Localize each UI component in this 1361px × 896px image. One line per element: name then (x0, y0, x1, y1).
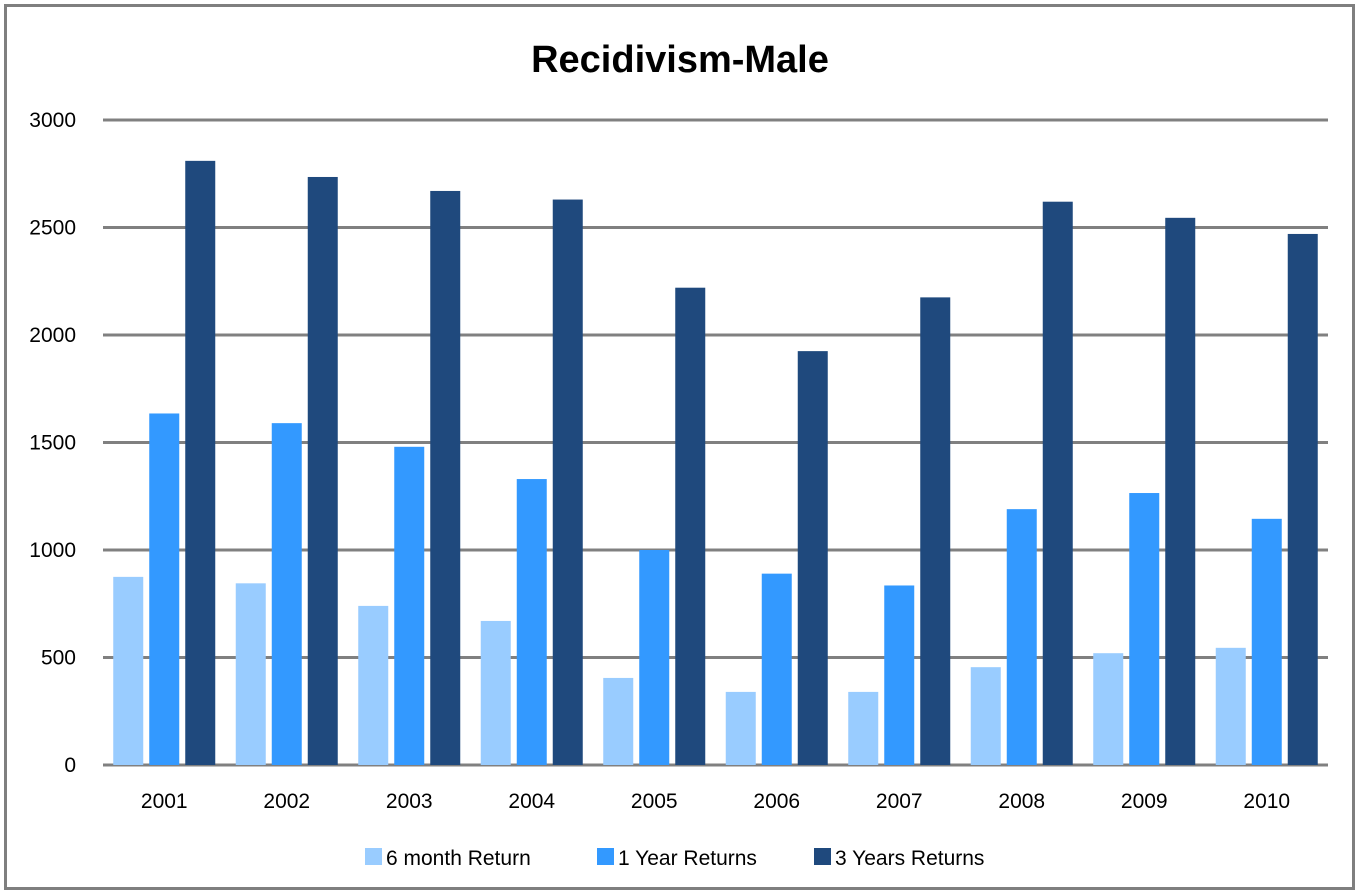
bar (639, 550, 670, 765)
bar (516, 479, 547, 765)
bar (1129, 493, 1160, 765)
bar (761, 573, 792, 765)
bar (1165, 217, 1196, 765)
y-tick-label: 3000 (29, 109, 76, 132)
y-tick-label: 2000 (29, 324, 76, 347)
bar (848, 691, 879, 765)
chart-title: Recidivism-Male (531, 39, 829, 81)
y-tick-label: 0 (64, 754, 76, 777)
x-tick-label: 2006 (753, 790, 800, 813)
x-tick-label: 2007 (876, 790, 923, 813)
bar (1006, 509, 1037, 765)
y-tick-label: 2500 (29, 217, 76, 240)
legend-swatch (597, 848, 614, 865)
y-tick-label: 500 (41, 647, 76, 670)
bar (185, 160, 216, 766)
bar (1251, 518, 1282, 765)
x-tick-label: 2008 (998, 790, 1045, 813)
y-tick-label: 1000 (29, 539, 76, 562)
x-tick-label: 2010 (1243, 790, 1290, 813)
bar (920, 297, 951, 765)
bar (1287, 233, 1318, 765)
gridlines (103, 118, 1328, 767)
legend-swatch (814, 848, 831, 865)
bar (970, 667, 1001, 765)
legend-label: 3 Years Returns (835, 847, 984, 870)
bars (113, 160, 1318, 766)
x-tick-label: 2002 (263, 790, 310, 813)
bar (1042, 201, 1073, 765)
x-tick-label: 2004 (508, 790, 555, 813)
legend-swatch (365, 848, 382, 865)
bar (235, 583, 266, 765)
bar (1215, 647, 1246, 765)
bar (884, 585, 915, 765)
bar (552, 199, 583, 766)
bar (797, 351, 828, 765)
bar (394, 446, 425, 765)
bar (307, 176, 338, 766)
y-tick-label: 1500 (29, 432, 76, 455)
x-axis-ticks: 2001 2002 2003 2004 2005 2006 2007 2008 2009 2010 (141, 790, 1290, 813)
legend: 6 month Return 1 Year Returns 3 Years Retu… (365, 847, 984, 870)
bar (113, 576, 144, 765)
bar (1093, 653, 1124, 765)
legend-label: 6 month Return (386, 847, 531, 870)
legend-label: 1 Year Returns (618, 847, 757, 870)
x-tick-label: 2001 (141, 790, 188, 813)
x-tick-label: 2009 (1121, 790, 1168, 813)
x-tick-label: 2003 (386, 790, 433, 813)
bar (430, 190, 461, 765)
bar (725, 691, 756, 765)
bar (149, 413, 180, 765)
x-tick-label: 2005 (631, 790, 678, 813)
bar (358, 605, 389, 765)
y-axis-ticks: 0 500 1000 1500 2000 2500 3000 (29, 109, 76, 777)
bar (480, 620, 511, 765)
bar (603, 677, 634, 765)
bar (271, 423, 302, 765)
bar (675, 287, 706, 765)
